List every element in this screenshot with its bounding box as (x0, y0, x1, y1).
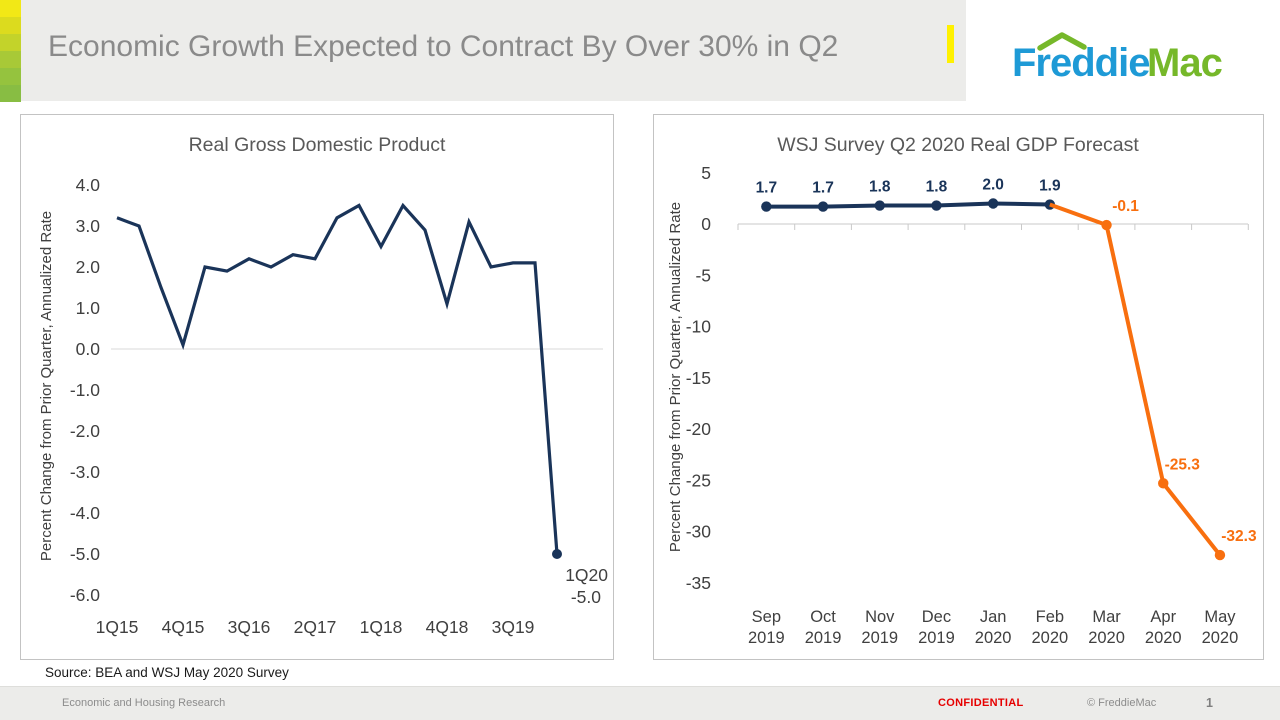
y-tick-label: -20 (686, 419, 712, 439)
y-tick-label: 1.0 (76, 298, 101, 318)
data-label: -32.3 (1221, 528, 1257, 545)
confidential-label: CONFIDENTIAL (938, 697, 1024, 709)
point-marker (761, 201, 772, 212)
x-tick-label-year: 2020 (1031, 629, 1068, 647)
x-tick-label-month: Apr (1150, 608, 1176, 626)
footer-department: Economic and Housing Research (62, 697, 226, 709)
brand-stripe-band (0, 85, 21, 102)
x-tick-label-month: Dec (922, 608, 951, 626)
point-marker (931, 200, 942, 211)
y-tick-label: 3.0 (76, 216, 101, 236)
x-tick-label: 1Q18 (360, 617, 403, 637)
chart-title: Real Gross Domestic Product (189, 134, 446, 156)
y-tick-label: -6.0 (70, 585, 100, 605)
freddie-mac-logo: Freddie Mac (1012, 32, 1224, 85)
x-tick-label-month: Nov (865, 608, 895, 626)
brand-stripe-band (0, 34, 21, 51)
line-series-survey-history (766, 201, 1050, 209)
end-point-marker (552, 549, 562, 559)
x-tick-label-year: 2019 (805, 629, 842, 647)
x-tick-label-year: 2020 (1145, 629, 1182, 647)
y-tick-label: 0.0 (76, 339, 101, 359)
y-tick-label: -5 (695, 265, 711, 285)
y-tick-label: -4.0 (70, 503, 100, 523)
point-marker (1214, 549, 1226, 561)
logo-word-freddie: Freddie (1012, 41, 1149, 85)
point-marker (1158, 478, 1169, 489)
y-tick-label: -35 (686, 573, 711, 593)
x-tick-label-month: Mar (1092, 608, 1121, 626)
chart-wsj-forecast: WSJ Survey Q2 2020 Real GDP Forecast Perc… (653, 114, 1264, 660)
x-tick-label-year: 2019 (861, 629, 898, 647)
data-label: 1.7 (812, 180, 834, 197)
y-tick-label: 0 (701, 214, 711, 234)
y-tick-label: -1.0 (70, 380, 100, 400)
y-tick-label: 4.0 (76, 175, 101, 195)
data-label: -25.3 (1165, 456, 1201, 473)
y-tick-label: -5.0 (70, 544, 100, 564)
x-tick-label-month: Sep (752, 608, 781, 626)
brand-stripe-band (0, 68, 21, 85)
y-tick-label: 2.0 (76, 257, 101, 277)
source-note: Source: BEA and WSJ May 2020 Survey (45, 665, 289, 680)
x-tick-label-year: 2020 (975, 629, 1012, 647)
y-tick-label: -3.0 (70, 462, 100, 482)
logo-word-mac: Mac (1147, 41, 1223, 85)
x-tick-label-year: 2019 (748, 629, 785, 647)
y-axis-title: Percent Change from Prior Quarter, Annua… (667, 202, 684, 552)
data-label: 1.9 (1039, 178, 1061, 195)
data-label: 2.0 (982, 177, 1004, 194)
footer-copyright: © FreddieMac (1087, 697, 1157, 709)
y-tick-label: -2.0 (70, 421, 100, 441)
logo: Freddie Mac (966, 0, 1280, 102)
brand-stripe-band (0, 17, 21, 34)
real-gdp-line-chart: Real Gross Domestic Product Percent Chang… (38, 134, 608, 637)
chart-title: WSJ Survey Q2 2020 Real GDP Forecast (777, 134, 1139, 156)
y-tick-label: -30 (686, 522, 712, 542)
brand-stripe (0, 0, 21, 102)
footer-page-number: 1 (1206, 696, 1213, 710)
data-label: -0.1 (1112, 198, 1139, 215)
end-point-label: 1Q20 (565, 565, 608, 585)
end-point-label: -5.0 (571, 587, 601, 607)
house-roof-icon (1037, 32, 1087, 51)
y-axis-title: Percent Change from Prior Quarter, Annua… (38, 211, 55, 561)
x-tick-label: 4Q15 (162, 617, 205, 637)
data-label: 1.8 (926, 179, 948, 196)
x-tick-label-month: Feb (1036, 608, 1064, 626)
point-marker (1101, 219, 1112, 231)
x-tick-label-year: 2020 (1088, 629, 1125, 647)
wsj-forecast-line-chart: WSJ Survey Q2 2020 Real GDP Forecast Perc… (667, 134, 1257, 647)
point-marker (874, 200, 885, 211)
y-tick-label: -25 (686, 470, 711, 490)
chart-real-gdp: Real Gross Domestic Product Percent Chang… (20, 114, 614, 660)
data-label: 1.7 (756, 180, 778, 197)
x-tick-label: 4Q18 (426, 617, 469, 637)
brand-stripe-band (0, 0, 21, 17)
x-tick-label-year: 2019 (918, 629, 955, 647)
x-tick-label: 3Q19 (492, 617, 535, 637)
point-marker (817, 201, 829, 212)
line-series-survey-forecast (1049, 202, 1222, 557)
slide-title: Economic Growth Expected to Contract By … (48, 30, 839, 63)
y-tick-label: 5 (701, 163, 711, 183)
point-marker (987, 198, 999, 209)
x-tick-label-month: May (1204, 608, 1236, 626)
data-label: 1.8 (869, 179, 891, 196)
x-tick-label: 3Q16 (228, 617, 271, 637)
x-tick-label-month: Oct (810, 608, 836, 626)
y-tick-label: -15 (686, 368, 711, 388)
brand-stripe-band (0, 51, 21, 68)
x-tick-label-month: Jan (980, 608, 1007, 626)
gdp-line-series (116, 202, 559, 555)
title-band: Economic Growth Expected to Contract By … (0, 0, 1280, 102)
footer: Economic and Housing Research CONFIDENTI… (0, 686, 1280, 720)
title-accent-bar (947, 25, 954, 63)
x-tick-label: 2Q17 (294, 617, 337, 637)
x-tick-label: 1Q15 (96, 617, 139, 637)
y-tick-label: -10 (686, 317, 712, 337)
x-tick-label-year: 2020 (1202, 629, 1239, 647)
